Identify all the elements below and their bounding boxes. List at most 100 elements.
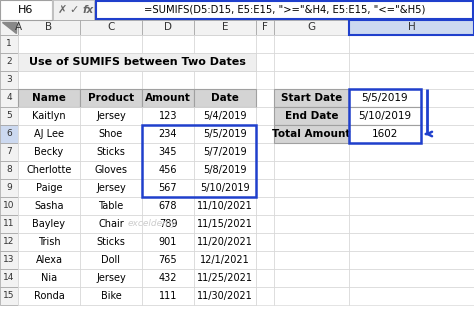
- Bar: [142, 143, 194, 161]
- Bar: [18, 53, 80, 71]
- Text: 5/10/2019: 5/10/2019: [358, 111, 411, 121]
- Text: H6: H6: [18, 5, 34, 15]
- Bar: [194, 53, 256, 71]
- Bar: [194, 197, 256, 215]
- Bar: [349, 20, 474, 35]
- Text: ✗: ✗: [57, 5, 67, 15]
- Text: End Date: End Date: [285, 111, 338, 121]
- Bar: [80, 53, 142, 71]
- Bar: [18, 287, 80, 305]
- Bar: [142, 197, 194, 215]
- Text: 13: 13: [3, 255, 15, 265]
- Bar: [349, 125, 474, 143]
- Text: Jersey: Jersey: [96, 111, 126, 121]
- Bar: [194, 215, 256, 233]
- Bar: [256, 179, 274, 197]
- Bar: [18, 125, 80, 143]
- Bar: [18, 269, 80, 287]
- Bar: [80, 179, 142, 197]
- Bar: [80, 179, 142, 197]
- Text: 234: 234: [159, 129, 177, 139]
- Bar: [142, 269, 194, 287]
- Bar: [194, 215, 256, 233]
- Bar: [194, 197, 256, 215]
- Text: 5/10/2019: 5/10/2019: [200, 183, 250, 193]
- Bar: [274, 215, 349, 233]
- Text: 765: 765: [159, 255, 177, 265]
- Text: 1: 1: [6, 39, 12, 49]
- Bar: [0, 179, 18, 197]
- Text: 9: 9: [6, 183, 12, 192]
- Bar: [142, 251, 194, 269]
- Bar: [194, 35, 256, 53]
- Bar: [256, 215, 274, 233]
- Bar: [274, 251, 349, 269]
- Text: Kaitlyn: Kaitlyn: [32, 111, 66, 121]
- Bar: [18, 251, 80, 269]
- Bar: [142, 215, 194, 233]
- Text: Ronda: Ronda: [34, 291, 64, 301]
- Text: 111: 111: [159, 291, 177, 301]
- Bar: [0, 71, 18, 89]
- Text: Jersey: Jersey: [96, 273, 126, 283]
- Bar: [349, 53, 474, 71]
- Text: 7: 7: [6, 148, 12, 156]
- Bar: [194, 107, 256, 125]
- Bar: [80, 233, 142, 251]
- Bar: [142, 197, 194, 215]
- Bar: [142, 179, 194, 197]
- Bar: [0, 251, 18, 269]
- Bar: [18, 125, 80, 143]
- Text: E: E: [222, 23, 228, 32]
- Bar: [142, 89, 194, 107]
- Text: 4: 4: [6, 93, 12, 102]
- Text: Alexa: Alexa: [36, 255, 63, 265]
- Text: Date: Date: [211, 93, 239, 103]
- Bar: [0, 0, 52, 20]
- Bar: [349, 89, 421, 107]
- Bar: [274, 233, 349, 251]
- Bar: [194, 89, 256, 107]
- Text: Trish: Trish: [38, 237, 60, 247]
- Bar: [349, 20, 474, 35]
- Text: 12: 12: [3, 238, 15, 246]
- Bar: [18, 107, 80, 125]
- Bar: [256, 143, 274, 161]
- Bar: [274, 35, 349, 53]
- Bar: [18, 161, 80, 179]
- Bar: [256, 125, 274, 143]
- Bar: [18, 53, 256, 71]
- Text: Cherlotte: Cherlotte: [27, 165, 72, 175]
- Bar: [0, 125, 18, 143]
- Text: A: A: [14, 23, 21, 32]
- Text: 11/25/2021: 11/25/2021: [197, 273, 253, 283]
- Bar: [194, 20, 256, 35]
- Text: ✓: ✓: [69, 5, 79, 15]
- Bar: [80, 287, 142, 305]
- Bar: [256, 161, 274, 179]
- Bar: [256, 20, 274, 35]
- Text: =SUMIFS(D5:D15, E5:E15, ">="&H4, E5:E15, "<="&H5): =SUMIFS(D5:D15, E5:E15, ">="&H4, E5:E15,…: [144, 5, 425, 15]
- Text: Gloves: Gloves: [94, 165, 128, 175]
- Bar: [18, 251, 80, 269]
- Bar: [18, 89, 80, 107]
- Bar: [194, 287, 256, 305]
- Bar: [142, 125, 256, 197]
- Bar: [18, 233, 80, 251]
- Bar: [349, 233, 474, 251]
- Text: 678: 678: [159, 201, 177, 211]
- Bar: [142, 161, 194, 179]
- Bar: [18, 179, 80, 197]
- Bar: [349, 269, 474, 287]
- Bar: [52, 0, 54, 20]
- Bar: [80, 251, 142, 269]
- Bar: [256, 197, 274, 215]
- Bar: [256, 269, 274, 287]
- Bar: [349, 89, 421, 143]
- Text: Start Date: Start Date: [281, 93, 342, 103]
- Bar: [0, 20, 18, 35]
- Bar: [18, 179, 80, 197]
- Text: 5/5/2019: 5/5/2019: [203, 129, 247, 139]
- Bar: [80, 89, 142, 107]
- Text: 901: 901: [159, 237, 177, 247]
